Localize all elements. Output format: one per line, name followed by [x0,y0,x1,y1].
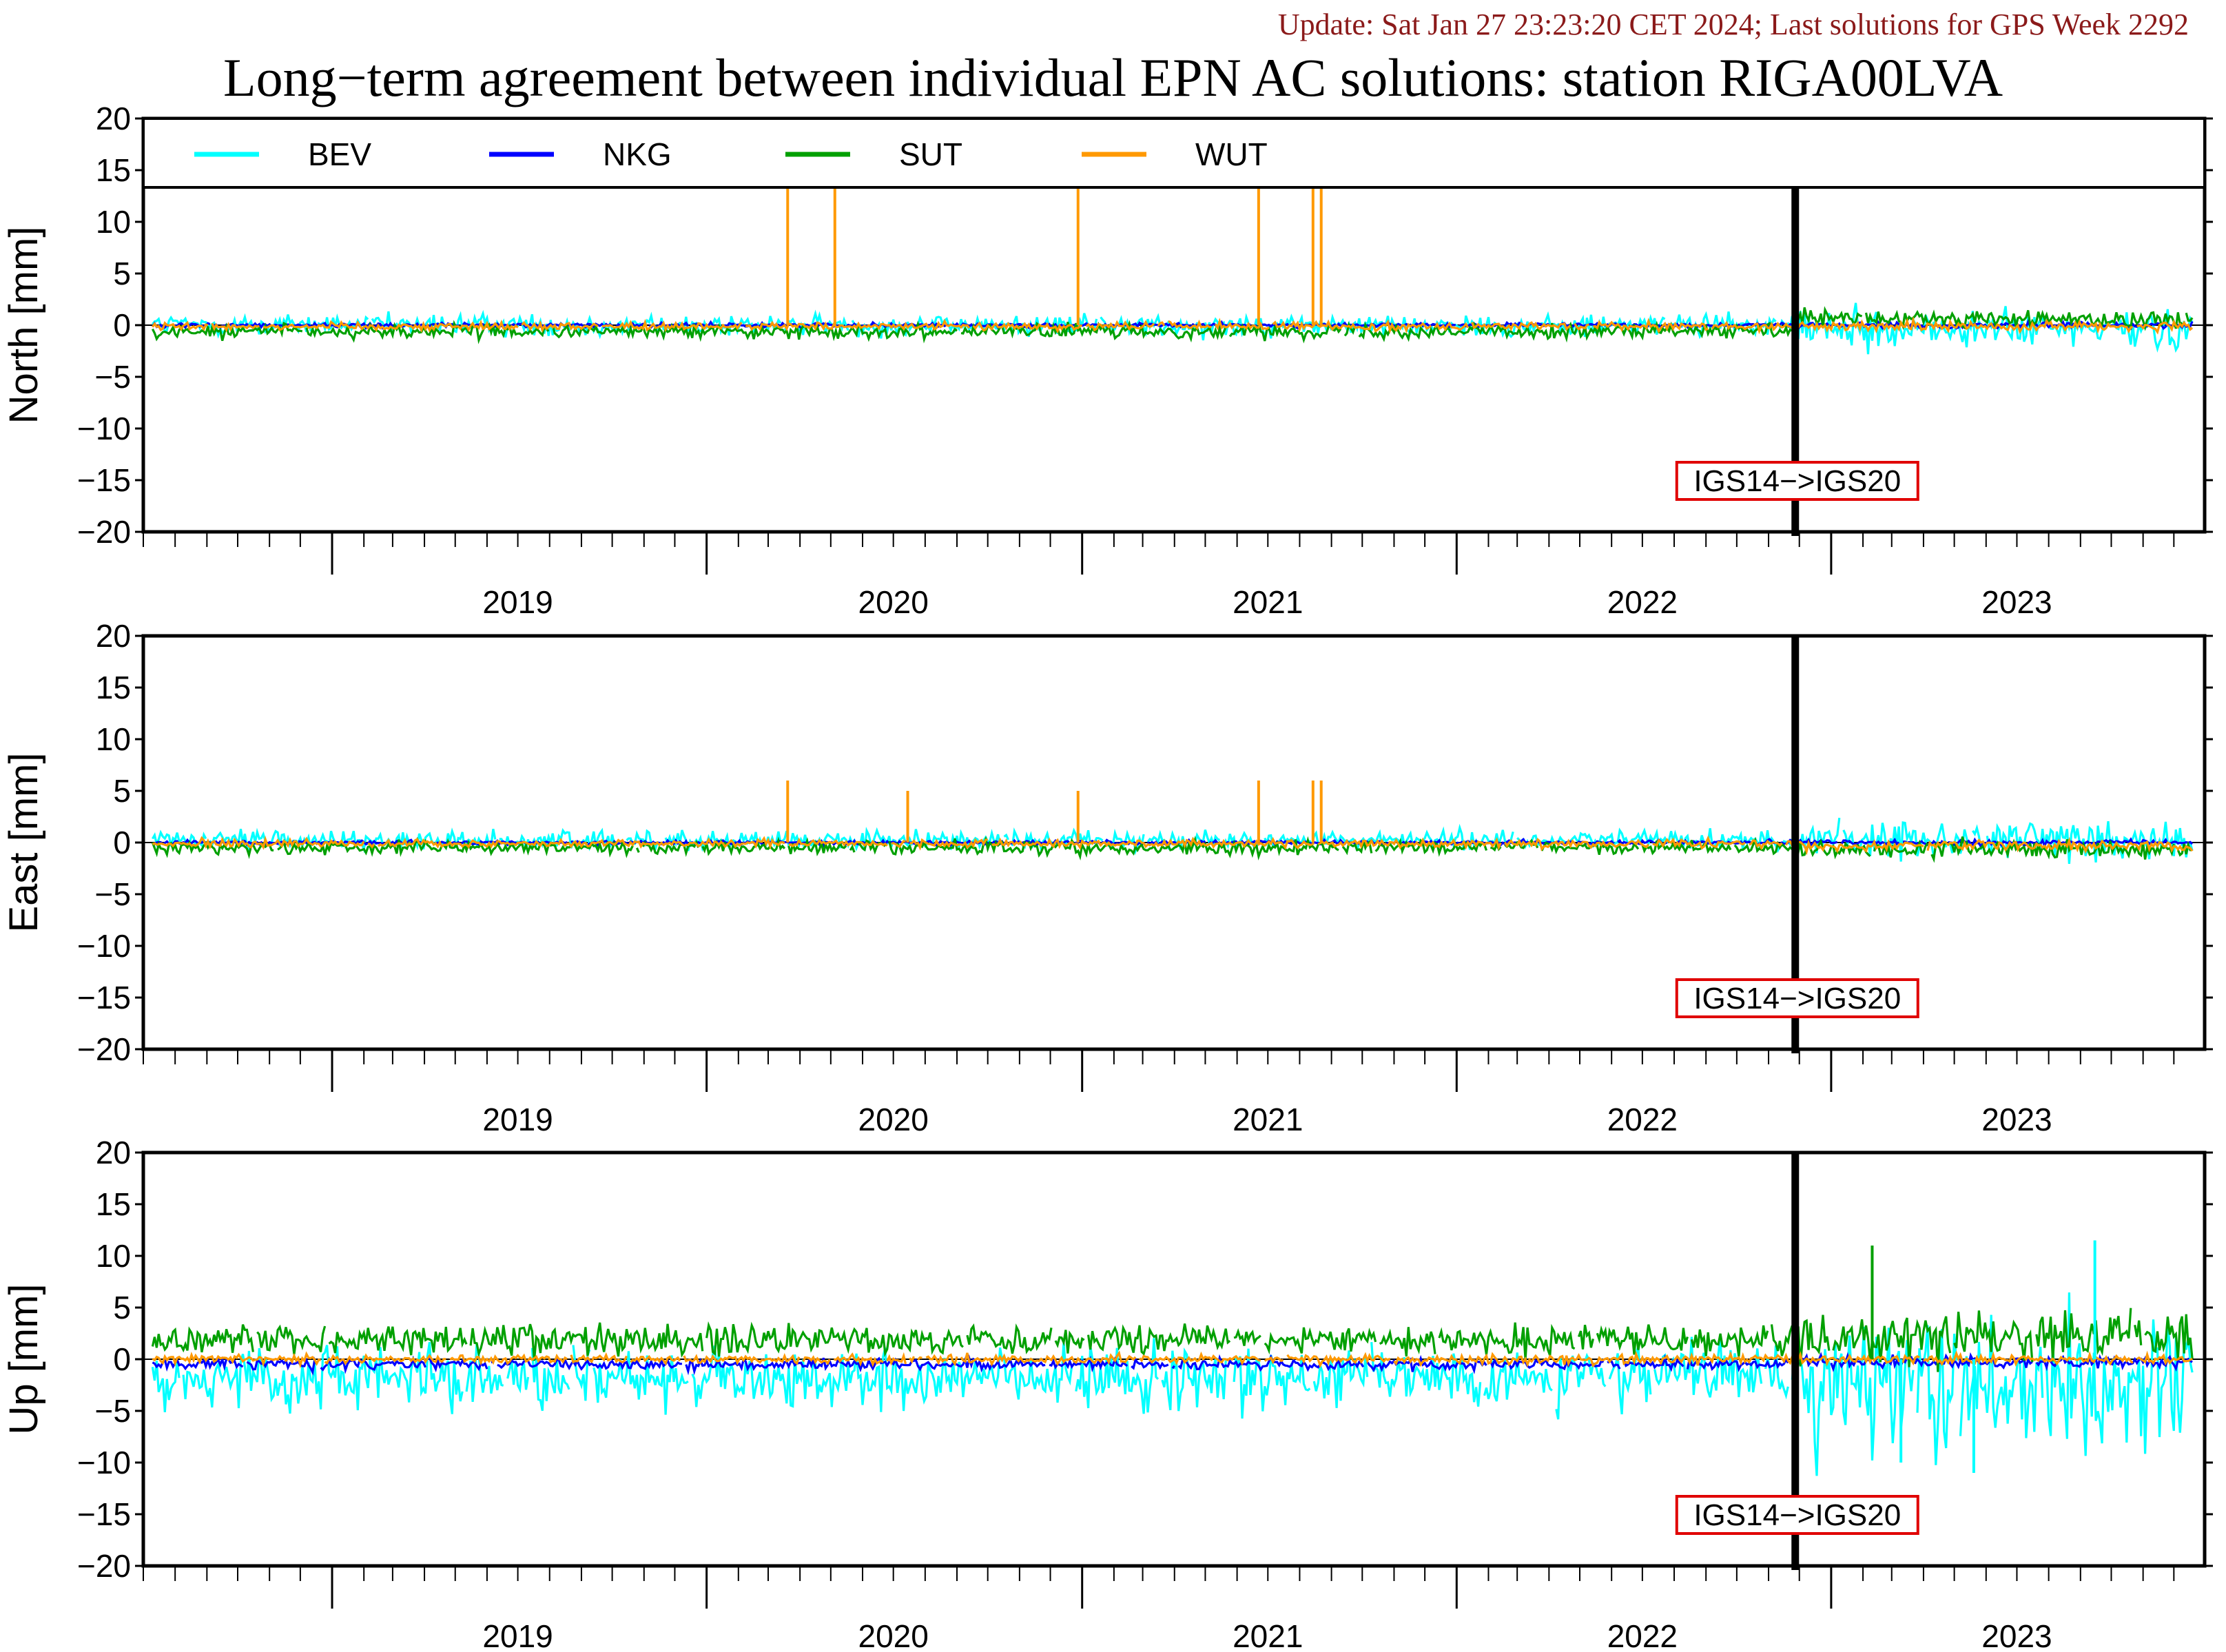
y-tick-label: −10 [77,928,131,964]
y-tick-label: 10 [96,721,131,757]
legend-label-bev: BEV [308,136,371,172]
y-axis-label: Up [mm] [1,1283,46,1434]
y-tick-label: 15 [96,670,131,705]
y-tick-label: 15 [96,1186,131,1222]
y-tick-label: 20 [96,618,131,654]
x-year-label: 2019 [482,584,553,620]
y-tick-label: 5 [113,256,131,291]
x-year-label: 2021 [1233,584,1303,620]
frame-change-label: IGS14−>IGS20 [1693,1498,1901,1532]
y-tick-label: −20 [77,1548,131,1584]
y-tick-label: 15 [96,152,131,188]
x-year-label: 2021 [1233,1102,1303,1137]
series-line-bev [151,1292,2194,1476]
update-timestamp: Update: Sat Jan 27 23:23:20 CET 2024; La… [1277,8,2189,41]
panel-east: IGS14−>IGS20 20 15 10 5 0 −5 −10 −15 −20 East [mm]… [1,618,2213,1137]
chart-title: Long−term agreement between individual E… [223,48,2003,107]
legend-label-nkg: NKG [603,136,672,172]
y-tick-label: −20 [77,1031,131,1067]
legend-label-wut: WUT [1195,136,1268,172]
x-year-label: 2022 [1607,1102,1678,1137]
frame-change-box [1675,461,1919,501]
y-tick-label: 0 [113,1341,131,1377]
series-line-sut [151,1308,2194,1372]
y-tick-label: −10 [77,411,131,446]
x-year-label: 2021 [1233,1618,1303,1652]
y-tick-label: −15 [77,1496,131,1532]
y-tick-label: 10 [96,1238,131,1274]
series-group [151,781,2194,865]
y-tick-label: 20 [96,101,131,136]
panel-up: IGS14−>IGS20 20 15 10 5 0 −5 −10 −15 −20 Up [mm] 20… [1,1135,2213,1652]
y-tick-label: 0 [113,825,131,860]
frame-change-label: IGS14−>IGS20 [1693,982,1901,1015]
x-year-label: 2022 [1607,1618,1678,1652]
y-tick-label: 5 [113,773,131,809]
x-year-label: 2020 [858,584,929,620]
y-tick-label: −15 [77,462,131,498]
y-axis-label: East [mm] [1,752,46,932]
series-line-wut [152,835,2194,856]
series-line-wut [152,1350,2193,1369]
x-year-label: 2020 [858,1618,929,1652]
series-group [151,1240,2194,1476]
y-axis-label: North [mm] [1,227,46,424]
y-tick-label: −5 [95,1393,131,1429]
x-year-label: 2019 [482,1618,553,1652]
legend-box [142,117,2206,189]
series-line-bev [152,818,2194,865]
y-tick-label: −20 [77,514,131,550]
legend-label-sut: SUT [899,136,962,172]
y-tick-label: 10 [96,204,131,240]
frame-change-label: IGS14−>IGS20 [1693,464,1901,498]
y-tick-label: −15 [77,980,131,1015]
x-year-label: 2020 [858,1102,929,1137]
series-line-wut [152,316,2194,335]
y-tick-label: −5 [95,359,131,395]
x-year-label: 2023 [1981,584,2052,620]
y-tick-label: −10 [77,1445,131,1480]
x-year-label: 2022 [1607,584,1678,620]
panel-north: IGS14−>IGS20 20 15 10 5 0 −5 −10 −15 −20 North [mm… [1,101,2213,620]
y-tick-label: 5 [113,1290,131,1325]
x-year-label: 2023 [1981,1102,2052,1137]
y-tick-label: 20 [96,1135,131,1170]
frame-change-box [1675,978,1919,1018]
y-tick-label: 0 [113,307,131,343]
x-year-label: 2019 [482,1102,553,1137]
series-line-bev [152,302,2194,355]
series-line-sut [151,835,2193,863]
x-year-label: 2023 [1981,1618,2052,1652]
frame-change-box [1675,1495,1919,1535]
y-tick-label: −5 [95,876,131,912]
